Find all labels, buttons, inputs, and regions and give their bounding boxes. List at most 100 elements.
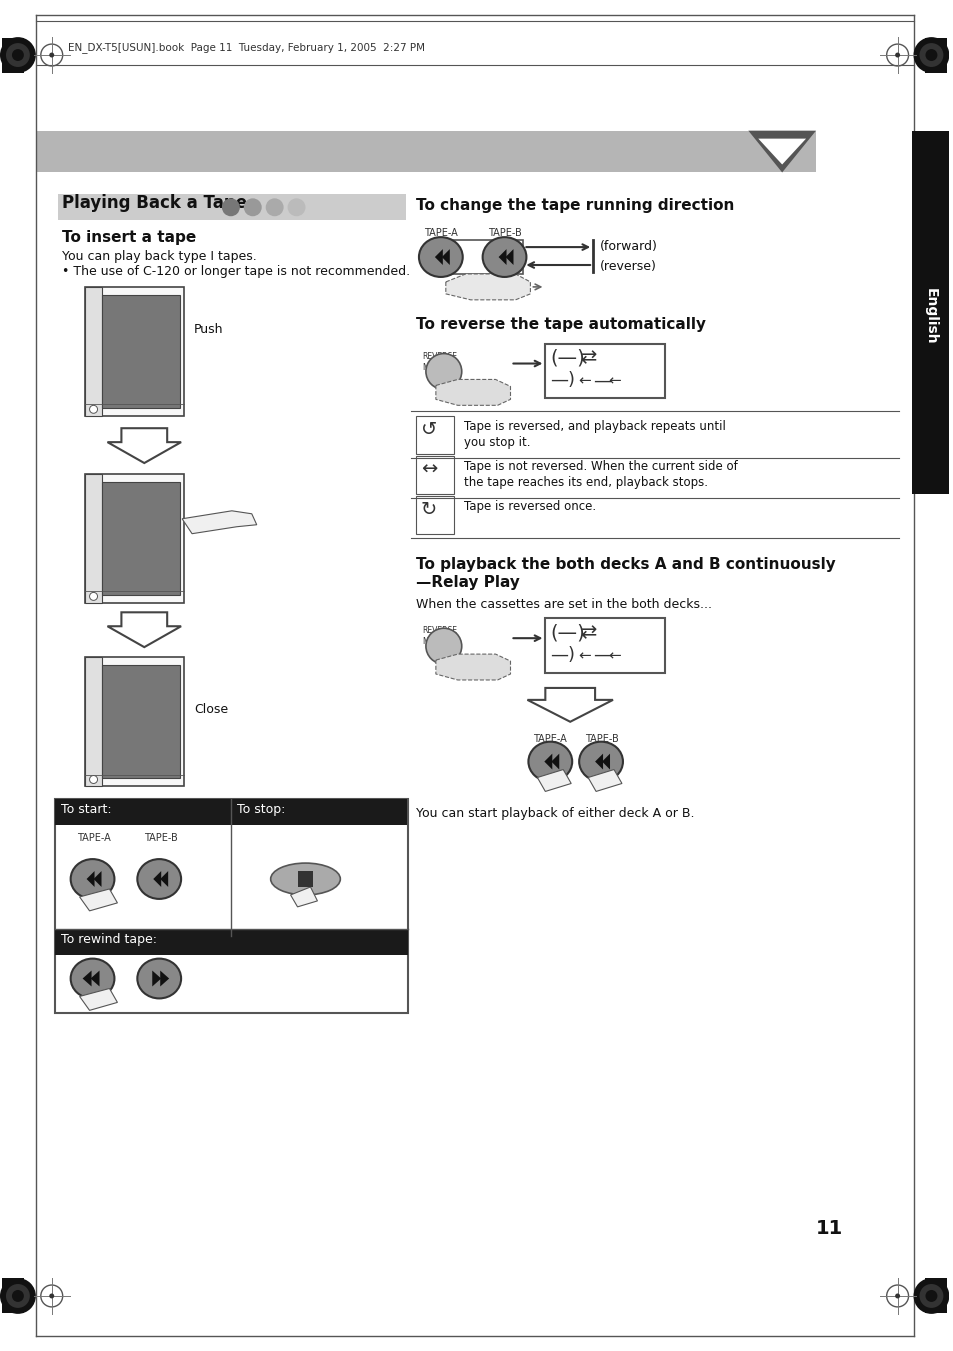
Circle shape bbox=[90, 775, 97, 784]
Bar bbox=[85, 474, 184, 604]
Polygon shape bbox=[160, 871, 168, 888]
Text: Tape is not reversed. When the current side of
the tape reaches its end, playbac: Tape is not reversed. When the current s… bbox=[463, 461, 737, 489]
Text: To reverse the tape automatically: To reverse the tape automatically bbox=[416, 316, 705, 332]
Circle shape bbox=[913, 1278, 948, 1315]
Text: TAPE-A: TAPE-A bbox=[423, 228, 457, 238]
Text: ↺: ↺ bbox=[420, 420, 436, 439]
Polygon shape bbox=[551, 754, 558, 770]
Polygon shape bbox=[160, 970, 169, 986]
Polygon shape bbox=[436, 654, 510, 680]
Text: ⇄: ⇄ bbox=[579, 349, 596, 367]
Text: To playback the both decks A and B continuously: To playback the both decks A and B conti… bbox=[416, 557, 835, 571]
Circle shape bbox=[924, 1290, 937, 1302]
Ellipse shape bbox=[482, 238, 526, 277]
Circle shape bbox=[244, 199, 261, 216]
Text: —): —) bbox=[550, 646, 575, 665]
Text: ⇄: ⇄ bbox=[579, 623, 596, 642]
Bar bbox=[924, 1278, 946, 1313]
Polygon shape bbox=[537, 770, 571, 792]
Text: To stop:: To stop: bbox=[236, 804, 285, 816]
Circle shape bbox=[0, 36, 36, 73]
Bar bbox=[416, 416, 454, 454]
Text: (forward): (forward) bbox=[599, 240, 658, 253]
Circle shape bbox=[425, 628, 461, 665]
Text: TAPE-B: TAPE-B bbox=[584, 734, 618, 743]
Text: TAPE-A: TAPE-A bbox=[76, 834, 111, 843]
Bar bbox=[434, 240, 523, 274]
Circle shape bbox=[353, 199, 371, 216]
Bar bbox=[545, 343, 664, 399]
Text: English: English bbox=[923, 289, 937, 345]
Circle shape bbox=[12, 49, 24, 61]
Polygon shape bbox=[758, 139, 805, 165]
Text: ←: ← bbox=[578, 373, 590, 389]
Bar bbox=[54, 928, 408, 955]
Bar bbox=[924, 38, 946, 73]
Ellipse shape bbox=[137, 959, 181, 998]
Bar bbox=[297, 871, 314, 888]
Circle shape bbox=[924, 49, 937, 61]
Circle shape bbox=[0, 1278, 36, 1315]
Text: Playing Back a Tape: Playing Back a Tape bbox=[62, 195, 247, 212]
Bar bbox=[85, 286, 184, 416]
Text: —Relay Play: —Relay Play bbox=[416, 576, 519, 590]
Bar bbox=[416, 496, 454, 534]
Polygon shape bbox=[79, 889, 117, 911]
Polygon shape bbox=[587, 770, 621, 792]
Text: (—): (—) bbox=[550, 623, 584, 642]
Text: —: — bbox=[593, 646, 611, 665]
Text: ↔: ↔ bbox=[420, 461, 436, 480]
Text: TAPE-B: TAPE-B bbox=[144, 834, 178, 843]
Polygon shape bbox=[79, 989, 117, 1011]
Text: —): —) bbox=[550, 372, 575, 389]
Polygon shape bbox=[91, 970, 99, 986]
Bar bbox=[102, 482, 180, 596]
Text: To start:: To start: bbox=[61, 804, 112, 816]
Circle shape bbox=[12, 1290, 24, 1302]
Bar bbox=[231, 800, 407, 825]
Bar bbox=[85, 474, 102, 604]
Bar bbox=[54, 800, 231, 825]
Polygon shape bbox=[527, 688, 613, 721]
Bar bbox=[36, 131, 815, 173]
Polygon shape bbox=[441, 249, 449, 265]
Text: REVERSE
MODE: REVERSE MODE bbox=[421, 627, 456, 646]
Polygon shape bbox=[436, 380, 510, 405]
Polygon shape bbox=[108, 612, 181, 647]
Circle shape bbox=[222, 199, 239, 216]
Circle shape bbox=[266, 199, 283, 216]
Polygon shape bbox=[505, 249, 513, 265]
Bar bbox=[58, 195, 406, 220]
Text: 11: 11 bbox=[815, 1220, 842, 1239]
Text: Tape is reversed, and playback repeats until
you stop it.: Tape is reversed, and playback repeats u… bbox=[463, 420, 725, 450]
Polygon shape bbox=[544, 754, 552, 770]
Ellipse shape bbox=[71, 959, 114, 998]
Polygon shape bbox=[93, 871, 101, 888]
Circle shape bbox=[90, 405, 97, 413]
Ellipse shape bbox=[137, 859, 181, 898]
Text: (reverse): (reverse) bbox=[599, 259, 657, 273]
Bar bbox=[85, 286, 102, 416]
Text: ↻: ↻ bbox=[420, 500, 436, 519]
Text: TAPE-B: TAPE-B bbox=[487, 228, 521, 238]
Circle shape bbox=[6, 1283, 30, 1308]
Polygon shape bbox=[152, 970, 161, 986]
Bar bbox=[85, 657, 184, 786]
Text: ←: ← bbox=[607, 373, 620, 389]
Polygon shape bbox=[87, 871, 94, 888]
Text: To insert a tape: To insert a tape bbox=[62, 230, 195, 245]
Text: When the cassettes are set in the both decks...: When the cassettes are set in the both d… bbox=[416, 598, 711, 612]
Bar bbox=[545, 619, 664, 673]
Circle shape bbox=[331, 199, 349, 216]
Polygon shape bbox=[747, 131, 815, 173]
Text: Insert: Insert bbox=[199, 517, 234, 530]
Polygon shape bbox=[108, 428, 181, 463]
Text: ←: ← bbox=[607, 648, 620, 663]
Polygon shape bbox=[445, 274, 530, 300]
Ellipse shape bbox=[271, 863, 340, 894]
Text: Push: Push bbox=[193, 323, 223, 336]
Text: You can play back type I tapes.: You can play back type I tapes. bbox=[62, 250, 256, 263]
Ellipse shape bbox=[528, 742, 572, 781]
Polygon shape bbox=[153, 871, 161, 888]
Polygon shape bbox=[595, 754, 602, 770]
